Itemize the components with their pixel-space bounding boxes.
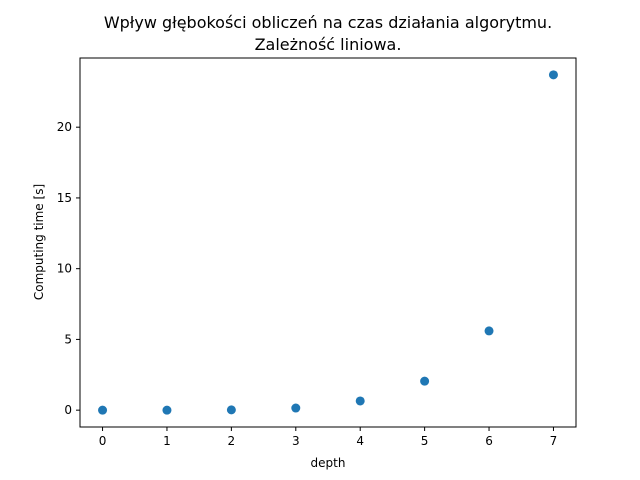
x-tick-label: 3 <box>292 434 300 448</box>
y-tick-label: 10 <box>57 262 72 276</box>
x-axis-label: depth <box>311 456 346 470</box>
x-tick-label: 1 <box>163 434 171 448</box>
plot-area <box>79 57 577 428</box>
data-point <box>548 70 558 80</box>
data-points <box>98 70 558 415</box>
data-point <box>162 405 172 415</box>
x-tick-label: 5 <box>421 434 429 448</box>
x-tick-label: 4 <box>356 434 364 448</box>
chart-title-line2: Zależność liniowa. <box>255 35 402 54</box>
y-axis-ticks: 0 5 10 15 20 <box>57 120 80 417</box>
data-point <box>226 405 236 415</box>
y-tick-label: 20 <box>57 120 72 134</box>
x-tick-label: 0 <box>99 434 107 448</box>
data-point <box>355 396 365 406</box>
data-point <box>98 405 108 415</box>
y-tick-label: 15 <box>57 191 72 205</box>
x-tick-label: 2 <box>228 434 236 448</box>
y-axis-label: Computing time [s] <box>32 184 46 300</box>
chart-title-line1: Wpływ głębokości obliczeń na czas działa… <box>104 13 552 32</box>
y-tick-label: 0 <box>64 403 72 417</box>
y-tick-label: 5 <box>64 332 72 346</box>
x-axis-ticks: 0 1 2 3 4 5 6 7 <box>99 427 558 448</box>
data-point <box>291 403 301 413</box>
x-tick-label: 6 <box>485 434 493 448</box>
data-point <box>420 376 430 386</box>
data-point <box>484 326 494 336</box>
x-tick-label: 7 <box>550 434 558 448</box>
